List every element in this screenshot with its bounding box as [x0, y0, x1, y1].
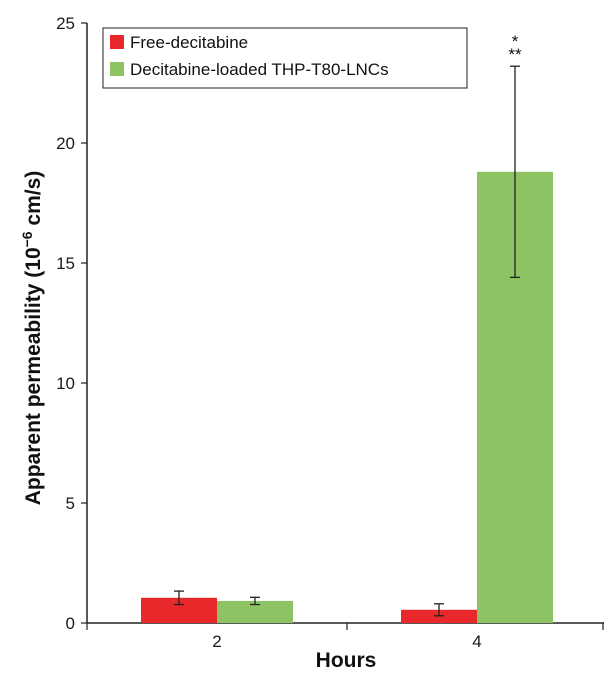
error-bars [174, 65, 520, 617]
y-axis-title-main: Apparent permeability (10 [22, 247, 45, 505]
significance-marker: * [512, 32, 519, 51]
legend-swatch-free-decitabine [110, 35, 124, 49]
y-tick-label: 20 [56, 134, 75, 153]
x-tick-label: 2 [212, 632, 221, 651]
bars [141, 171, 553, 624]
y-tick-label: 15 [56, 254, 75, 273]
y-axis-title: Apparent permeability (10−6 cm/s) [19, 171, 45, 506]
significance-marker: ** [508, 45, 522, 64]
bar [217, 600, 293, 623]
legend-label-decitabine-loaded-lncs: Decitabine-loaded THP-T80-LNCs [130, 60, 389, 79]
legend-swatch-decitabine-loaded-lncs [110, 62, 124, 76]
y-axis-title-superscript: −6 [19, 231, 35, 247]
y-tick-label: 10 [56, 374, 75, 393]
legend-label-free-decitabine: Free-decitabine [130, 33, 248, 52]
x-axis-title: Hours [316, 649, 377, 672]
annotations: *** [508, 32, 522, 64]
y-tick-label: 0 [66, 614, 75, 633]
y-axis-title-tail: cm/s) [22, 171, 45, 232]
y-tick-label: 25 [56, 14, 75, 33]
y-axis: 0 5 10 15 20 25 [56, 14, 88, 633]
y-tick-label: 5 [66, 494, 75, 513]
x-tick-label: 4 [472, 632, 481, 651]
legend: Free-decitabine Decitabine-loaded THP-T8… [102, 27, 468, 89]
legend-box [102, 27, 468, 89]
